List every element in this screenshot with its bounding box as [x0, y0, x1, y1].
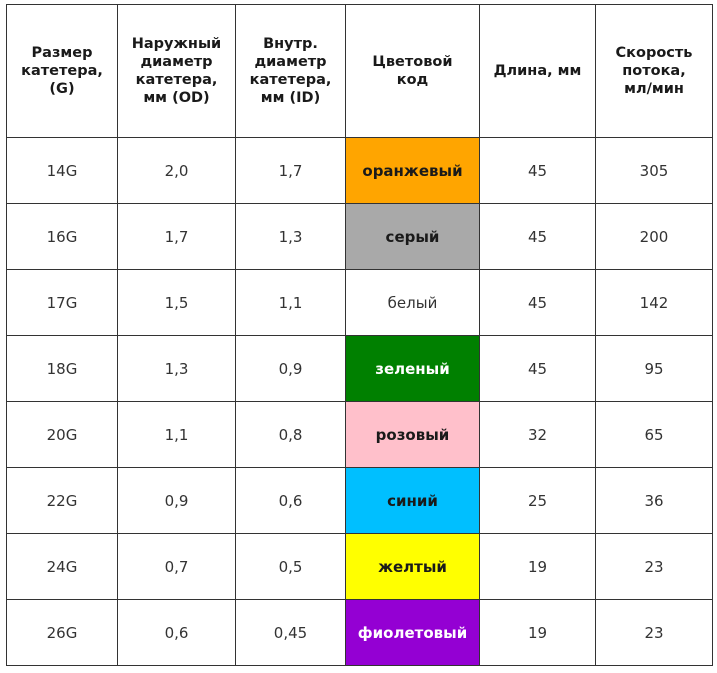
cell-length: 45	[479, 269, 596, 336]
cell-gauge: 20G	[6, 401, 118, 468]
cell-gauge: 16G	[6, 203, 118, 270]
cell-flow-rate: 142	[595, 269, 713, 336]
cell-gauge: 26G	[6, 599, 118, 666]
cell-flow-rate: 36	[595, 467, 713, 534]
cell-flow-rate: 65	[595, 401, 713, 468]
header-length: Длина, мм	[479, 4, 596, 138]
header-outer-diameter: Наружный диаметр катетера, мм (OD)	[117, 4, 236, 138]
cell-length: 45	[479, 203, 596, 270]
cell-color-code: серый	[345, 203, 480, 270]
cell-color-code: фиолетовый	[345, 599, 480, 666]
cell-inner-diameter: 0,6	[235, 467, 346, 534]
catheter-size-table: Размер катетера, (G) Наружный диаметр ка…	[6, 4, 713, 666]
table-row: 18G 1,3 0,9 зеленый 45 95	[6, 335, 713, 402]
cell-color-code: зеленый	[345, 335, 480, 402]
cell-inner-diameter: 1,7	[235, 137, 346, 204]
color-swatch: серый	[346, 204, 479, 269]
cell-outer-diameter: 0,9	[117, 467, 236, 534]
color-swatch: розовый	[346, 402, 479, 467]
cell-length: 32	[479, 401, 596, 468]
cell-outer-diameter: 1,5	[117, 269, 236, 336]
cell-inner-diameter: 1,1	[235, 269, 346, 336]
cell-flow-rate: 95	[595, 335, 713, 402]
cell-length: 25	[479, 467, 596, 534]
cell-flow-rate: 23	[595, 599, 713, 666]
cell-flow-rate: 200	[595, 203, 713, 270]
cell-outer-diameter: 1,3	[117, 335, 236, 402]
cell-gauge: 17G	[6, 269, 118, 336]
header-inner-diameter: Внутр. диаметр катетера, мм (ID)	[235, 4, 346, 138]
cell-outer-diameter: 0,7	[117, 533, 236, 600]
cell-gauge: 18G	[6, 335, 118, 402]
cell-color-code: желтый	[345, 533, 480, 600]
cell-length: 45	[479, 335, 596, 402]
cell-length: 19	[479, 599, 596, 666]
table-row: 22G 0,9 0,6 синий 25 36	[6, 467, 713, 534]
cell-color-code: белый	[345, 269, 480, 336]
header-color-code: Цветовой код	[345, 4, 480, 138]
cell-inner-diameter: 1,3	[235, 203, 346, 270]
color-swatch: фиолетовый	[346, 600, 479, 665]
color-swatch: желтый	[346, 534, 479, 599]
color-swatch: зеленый	[346, 336, 479, 401]
table-row: 20G 1,1 0,8 розовый 32 65	[6, 401, 713, 468]
header-row: Размер катетера, (G) Наружный диаметр ка…	[6, 4, 713, 138]
table-row: 26G 0,6 0,45 фиолетовый 19 23	[6, 599, 713, 666]
cell-inner-diameter: 0,8	[235, 401, 346, 468]
table-row: 24G 0,7 0,5 желтый 19 23	[6, 533, 713, 600]
cell-color-code: синий	[345, 467, 480, 534]
table-row: 17G 1,5 1,1 белый 45 142	[6, 269, 713, 336]
cell-color-code: оранжевый	[345, 137, 480, 204]
cell-outer-diameter: 2,0	[117, 137, 236, 204]
cell-inner-diameter: 0,9	[235, 335, 346, 402]
cell-outer-diameter: 1,7	[117, 203, 236, 270]
header-flow-rate: Скорость потока, мл/мин	[595, 4, 713, 138]
cell-gauge: 14G	[6, 137, 118, 204]
color-swatch: белый	[346, 270, 479, 335]
table-row: 16G 1,7 1,3 серый 45 200	[6, 203, 713, 270]
cell-length: 45	[479, 137, 596, 204]
table-row: 14G 2,0 1,7 оранжевый 45 305	[6, 137, 713, 204]
table-body: 14G 2,0 1,7 оранжевый 45 305 16G 1,7 1,3 серый 45 2…	[6, 137, 713, 666]
cell-outer-diameter: 1,1	[117, 401, 236, 468]
cell-length: 19	[479, 533, 596, 600]
cell-flow-rate: 305	[595, 137, 713, 204]
cell-inner-diameter: 0,45	[235, 599, 346, 666]
cell-gauge: 22G	[6, 467, 118, 534]
header-gauge: Размер катетера, (G)	[6, 4, 118, 138]
color-swatch: оранжевый	[346, 138, 479, 203]
cell-outer-diameter: 0,6	[117, 599, 236, 666]
cell-color-code: розовый	[345, 401, 480, 468]
cell-flow-rate: 23	[595, 533, 713, 600]
color-swatch: синий	[346, 468, 479, 533]
cell-inner-diameter: 0,5	[235, 533, 346, 600]
cell-gauge: 24G	[6, 533, 118, 600]
